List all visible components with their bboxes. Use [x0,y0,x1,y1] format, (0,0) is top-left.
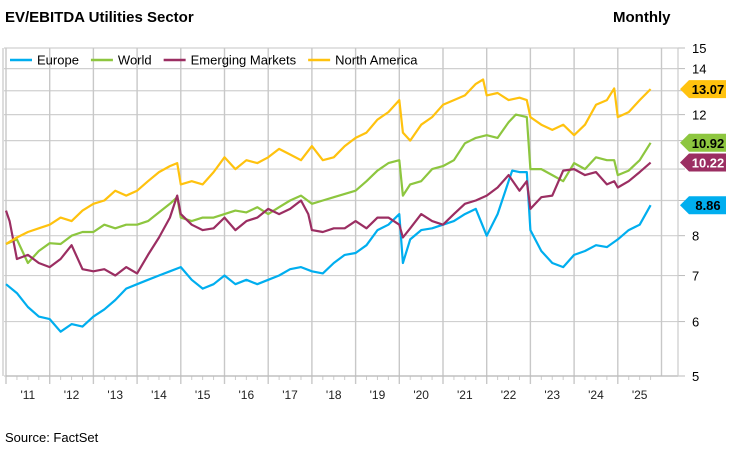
last-value-label: 13.07 [692,82,725,97]
legend-item: Emerging Markets [163,53,297,68]
x-tick-label: '16 [239,388,255,402]
x-tick-label: '22 [501,388,517,402]
chart-title: EV/EBITDA Utilities Sector [5,9,194,26]
frequency-label: Monthly [613,9,671,26]
y-tick-label: 7 [692,269,699,284]
last-value-flag [680,133,726,152]
x-tick-label: '18 [326,388,342,402]
y-tick-label: 15 [692,41,706,56]
x-tick-label: '13 [107,388,123,402]
legend-item: Europe [10,53,79,68]
last-value-label: 10.92 [692,136,725,151]
x-tick-label: '15 [195,388,211,402]
x-tick-label: '21 [457,388,473,402]
y-tick-label: 6 [692,315,699,330]
x-tick-label: '23 [544,388,560,402]
series-line-world [5,113,652,265]
last-value-flag [680,196,726,215]
x-tick-label: '14 [151,388,167,402]
y-tick-label: 5 [692,369,699,384]
x-tick-label: '24 [588,388,604,402]
y-tick-label: 8 [692,229,699,244]
x-tick-label: '12 [64,388,80,402]
series-line-emerging-markets [4,161,652,277]
legend-label: North America [335,53,418,68]
legend-label: Emerging Markets [191,53,297,68]
source-note: Source: FactSet [5,430,99,445]
y-tick-label: 14 [692,62,706,77]
x-tick-label: '19 [370,388,386,402]
last-value-label: 8.86 [695,198,720,213]
legend-item: World [90,53,152,68]
legend-label: Europe [37,53,79,68]
series-line-europe [5,169,652,333]
x-tick-label: '20 [413,388,429,402]
x-tick-label: '17 [282,388,298,402]
y-tick-label: 12 [692,108,706,123]
x-tick-label: '25 [632,388,648,402]
legend-label: World [118,53,152,68]
legend-item: North America [308,53,418,68]
series-line-north-america [5,78,652,245]
last-value-flag [680,80,726,99]
x-tick-label: '11 [20,388,35,402]
last-value-label: 10.22 [692,156,725,171]
last-value-flag [680,153,726,172]
